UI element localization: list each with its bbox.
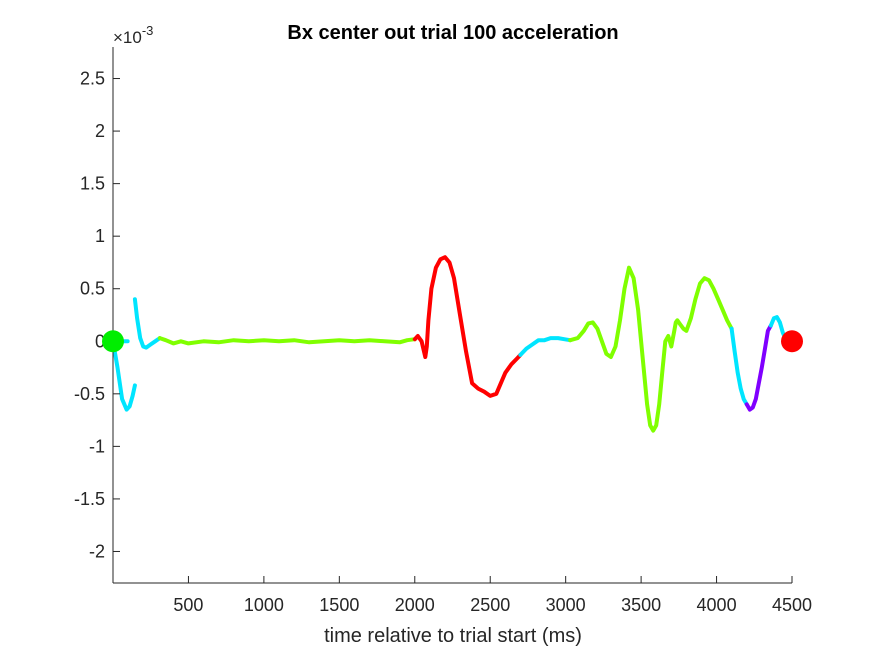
y-tick-label: -2 [89, 541, 105, 561]
series-segment-8 [744, 323, 773, 412]
x-tick-label: 4000 [697, 595, 737, 615]
x-tick-label: 1500 [319, 595, 359, 615]
x-tick-label: 500 [173, 595, 203, 615]
series-segment-7 [729, 326, 749, 407]
series-segment-5 [518, 336, 573, 357]
y-exponent-label: ×10-3 [113, 23, 153, 47]
chart-title: Bx center out trial 100 acceleration [287, 22, 618, 44]
y-tick-label: 0 [95, 331, 105, 351]
series-segment-4 [412, 255, 523, 398]
y-tick-label: -0.5 [74, 384, 105, 404]
series-segment-9 [768, 315, 788, 343]
y-tick-label: 1 [95, 226, 105, 246]
x-tick-label: 2500 [470, 595, 510, 615]
y-exponent-power: -3 [142, 23, 154, 38]
end-marker [781, 330, 803, 353]
y-tick-label: 2.5 [80, 69, 105, 89]
markers [102, 330, 803, 353]
x-tick-label: 1000 [244, 595, 284, 615]
x-tick-label: 4500 [772, 595, 812, 615]
x-tick-label: 3500 [621, 595, 661, 615]
y-tick-label: 1.5 [80, 174, 105, 194]
y-tick-label: 2 [95, 121, 105, 141]
y-tick-label: -1.5 [74, 489, 105, 509]
series-segment-2 [132, 297, 162, 350]
y-tick-label: -1 [89, 436, 105, 456]
series-segment-3 [157, 336, 417, 346]
series-segment-1 [111, 339, 137, 412]
series-segment-6 [568, 265, 734, 433]
x-tick-label: 2000 [395, 595, 435, 615]
x-axis-label: time relative to trial start (ms) [324, 625, 582, 647]
x-tick-label: 3000 [546, 595, 586, 615]
y-tick-label: 0.5 [80, 279, 105, 299]
axes: 500 1000 1500 2000 2500 3000 3500 4000 4500 -2 -1.… [74, 47, 812, 615]
start-marker [102, 330, 124, 353]
y-exponent-base: ×10 [113, 28, 142, 47]
